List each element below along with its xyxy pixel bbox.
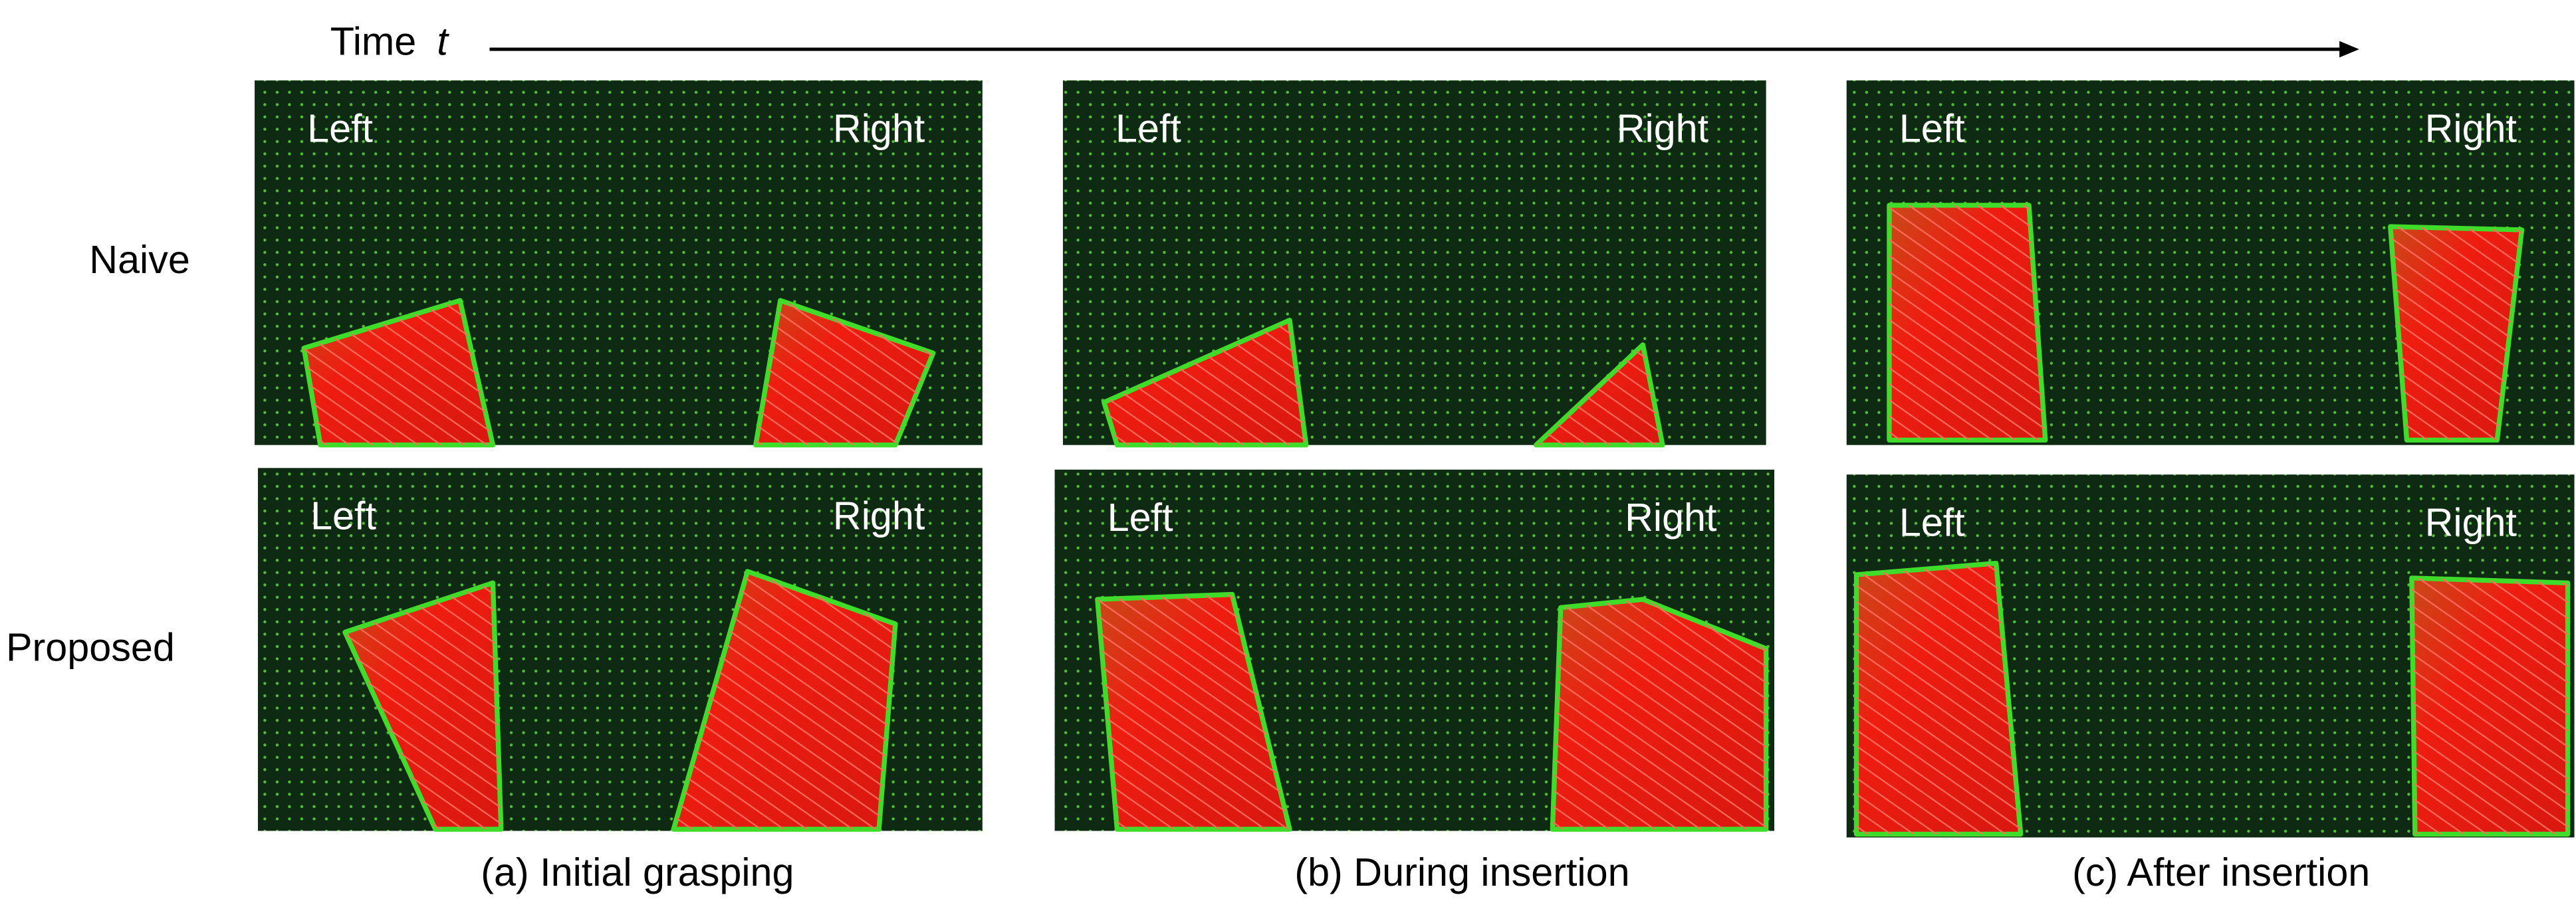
caption: (a) Initial grasping <box>481 850 794 894</box>
panel: Left Right <box>1062 80 1766 448</box>
panel-right-label: Right <box>833 106 925 150</box>
panel-left-label: Left <box>1899 106 1965 150</box>
gripper-arrows <box>344 583 501 830</box>
gripper-arrows <box>304 300 493 445</box>
gripper-arrows <box>1536 344 1663 445</box>
panel-left-label: Left <box>1899 500 1965 544</box>
gripper-arrows <box>2390 227 2522 441</box>
row-label: Proposed <box>6 625 175 669</box>
panel: Left Right <box>1846 474 2575 838</box>
panel-right-label: Right <box>2425 106 2517 150</box>
panel-left-label: Left <box>310 494 376 538</box>
gripper-arrows <box>1856 563 2021 835</box>
gripper-arrows <box>755 300 933 445</box>
gripper-arrows <box>1552 599 1766 830</box>
panel-left-label: Left <box>1115 106 1181 150</box>
caption: (b) During insertion <box>1294 850 1629 894</box>
panel-right-label: Right <box>1625 495 1717 540</box>
panel: Left Right <box>1054 469 1775 832</box>
gripper-arrows <box>2411 577 2568 835</box>
caption: (c) After insertion <box>2072 850 2370 894</box>
row-label: Naive <box>89 237 190 282</box>
time-arrowhead <box>2339 41 2359 58</box>
time-symbol: t <box>437 19 449 63</box>
panel: Left Right <box>255 80 983 448</box>
panel-right-label: Right <box>1617 106 1709 150</box>
panel-right-label: Right <box>833 494 925 538</box>
gripper-arrows <box>673 571 895 830</box>
gripper-arrows <box>1889 205 2046 441</box>
gripper-arrows <box>1097 594 1290 830</box>
panel-right-label: Right <box>2425 500 2517 544</box>
panel: Left Right <box>1846 80 2575 445</box>
panel-left-label: Left <box>1108 495 1173 540</box>
gripper-arrows <box>1104 320 1306 445</box>
panel: Left Right <box>257 468 983 832</box>
panel-left-label: Left <box>307 106 373 150</box>
time-label: Time <box>330 19 417 63</box>
